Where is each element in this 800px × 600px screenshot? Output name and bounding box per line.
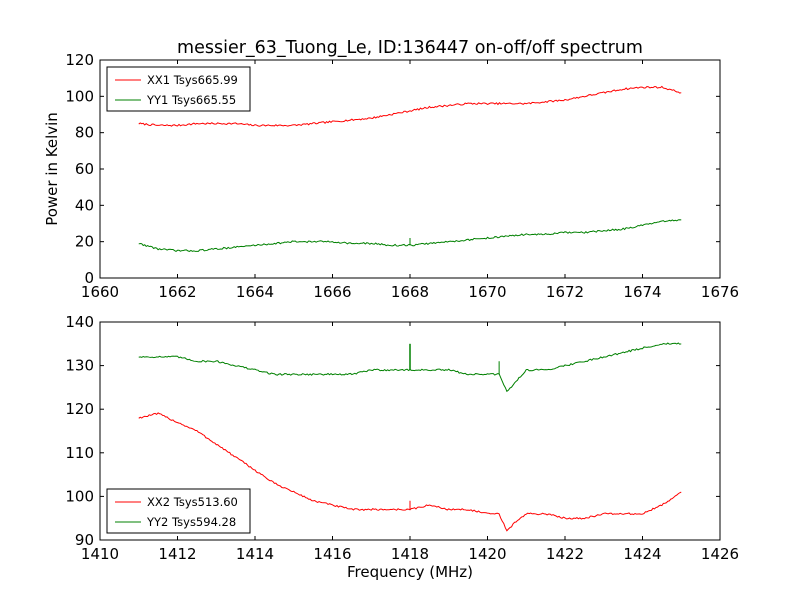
legend: XX1 Tsys665.99 YY1 Tsys665.55 [106, 66, 251, 112]
y-axis-label: Power in Kelvin [43, 112, 61, 226]
y-tick-label: 40 [75, 196, 94, 214]
x-axis-label: Frequency (MHz) [347, 563, 473, 581]
x-tick-label: 1424 [623, 545, 661, 563]
x-tick-label: 1666 [313, 283, 351, 301]
y-tick-label: 90 [75, 531, 94, 549]
x-tick-label: 1660 [81, 283, 119, 301]
x-tick-label: 1664 [236, 283, 274, 301]
y-tick-label: 130 [65, 357, 94, 375]
legend-label: YY1 Tsys665.55 [146, 93, 236, 107]
chart-title: messier_63_Tuong_Le, ID:136447 on-off/of… [177, 38, 643, 58]
y-tick-label: 120 [65, 51, 94, 69]
x-tick-label: 1414 [236, 545, 274, 563]
x-tick-label: 1676 [701, 283, 739, 301]
top-spectrum-panel: 1660 1662 1664 1666 1668 1670 1672 1674 1676 0 20 4… [43, 38, 739, 301]
y-tick-label: 60 [75, 160, 94, 178]
y-tick-label: 0 [84, 269, 94, 287]
legend-label: XX2 Tsys513.60 [147, 495, 238, 509]
y-tick-label: 110 [65, 444, 94, 462]
x-tick-label: 1410 [81, 545, 119, 563]
legend-box [106, 488, 251, 534]
legend: XX2 Tsys513.60 YY2 Tsys594.28 [106, 488, 251, 534]
x-tick-label: 1422 [546, 545, 584, 563]
y-tick-label: 100 [65, 487, 94, 505]
series-line-1 [138, 412, 682, 532]
x-tick-label: 1662 [158, 283, 196, 301]
x-tick-label: 1668 [391, 283, 429, 301]
y-tick-label: 20 [75, 233, 94, 251]
x-tick-label: 1416 [313, 545, 351, 563]
x-tick-label: 1420 [468, 545, 506, 563]
y-tick-label: 120 [65, 400, 94, 418]
x-tick-label: 1412 [158, 545, 196, 563]
x-tick-label: 1426 [701, 545, 739, 563]
legend-label: XX1 Tsys665.99 [147, 73, 238, 87]
x-tick-label: 1418 [391, 545, 429, 563]
y-tick-label: 80 [75, 124, 94, 142]
series-line-1 [138, 85, 682, 127]
x-tick-label: 1672 [546, 283, 584, 301]
x-tick-label: 1670 [468, 283, 506, 301]
y-tick-label: 140 [65, 313, 94, 331]
x-tick-label: 1674 [623, 283, 661, 301]
legend-label: YY2 Tsys594.28 [146, 515, 236, 529]
bottom-spectrum-panel: 1410 1412 1414 1416 1418 1420 1422 1424 1426 90 10… [65, 313, 739, 581]
legend-box [106, 66, 251, 112]
y-tick-label: 100 [65, 87, 94, 105]
